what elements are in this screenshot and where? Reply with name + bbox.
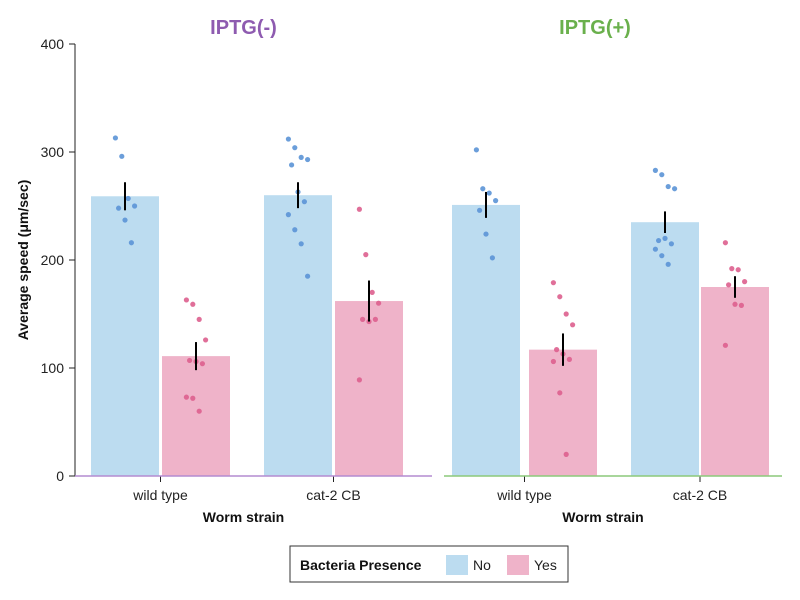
data-point — [187, 357, 193, 364]
bar — [701, 287, 769, 476]
data-point — [119, 153, 125, 159]
data-point — [183, 394, 189, 400]
data-point — [672, 186, 678, 192]
legend-title: Bacteria Presence — [300, 557, 422, 573]
legend-swatch — [446, 555, 468, 575]
data-point — [652, 246, 659, 252]
y-tick-label: 300 — [41, 144, 65, 160]
data-point — [550, 358, 557, 365]
data-point — [563, 311, 569, 317]
data-point — [372, 316, 378, 322]
data-point — [376, 300, 382, 306]
data-point — [665, 261, 671, 267]
data-point — [289, 162, 295, 168]
data-point — [473, 147, 479, 153]
data-point — [486, 190, 492, 196]
data-point — [199, 361, 205, 367]
x-axis-label: Worm strain — [203, 509, 284, 525]
data-point — [566, 356, 573, 362]
legend-label: No — [473, 557, 491, 573]
data-point — [125, 195, 131, 202]
panel-title: IPTG(-) — [210, 17, 277, 39]
data-point — [557, 294, 563, 300]
bar — [631, 222, 699, 476]
x-tick-label: wild type — [496, 487, 552, 503]
data-point — [183, 297, 189, 303]
bar — [335, 301, 403, 476]
data-point — [298, 154, 304, 160]
y-tick-label: 100 — [41, 360, 65, 376]
data-point — [190, 395, 196, 401]
data-point — [301, 199, 307, 205]
x-tick-label: cat-2 CB — [306, 487, 360, 503]
data-point — [563, 451, 569, 457]
data-point — [128, 240, 134, 246]
data-point — [292, 227, 298, 233]
data-point — [196, 408, 202, 414]
bar — [452, 204, 520, 477]
data-point — [356, 377, 362, 383]
data-point — [477, 207, 483, 213]
data-point — [285, 212, 291, 218]
data-point — [659, 253, 665, 259]
y-tick-label: 200 — [41, 252, 65, 268]
y-tick-label: 400 — [41, 36, 65, 52]
data-point — [356, 206, 362, 212]
x-tick-label: cat-2 CB — [673, 487, 727, 503]
x-axis-label: Worm strain — [562, 509, 643, 525]
data-point — [116, 205, 122, 211]
bar — [91, 196, 159, 476]
data-point — [305, 273, 311, 279]
data-point — [557, 390, 563, 396]
data-point — [132, 203, 138, 209]
data-point — [554, 347, 560, 353]
data-point — [196, 316, 202, 322]
data-point — [112, 135, 118, 141]
panel-title: IPTG(+) — [559, 17, 631, 39]
bar — [529, 349, 597, 476]
data-point — [285, 136, 291, 142]
data-point — [668, 241, 675, 247]
data-point — [489, 255, 495, 261]
data-point — [480, 186, 486, 192]
data-point — [732, 301, 738, 307]
data-point — [665, 183, 671, 190]
data-point — [292, 145, 298, 151]
data-point — [305, 156, 311, 163]
data-point — [722, 240, 729, 246]
data-point — [652, 167, 659, 173]
data-point — [363, 252, 369, 258]
data-point — [493, 198, 499, 204]
bar — [162, 356, 230, 476]
data-point — [122, 217, 128, 223]
data-point — [742, 279, 748, 285]
data-point — [738, 302, 745, 308]
data-point — [298, 241, 304, 247]
data-point — [659, 172, 665, 178]
data-point — [735, 267, 741, 273]
y-axis-label: Average speed (μm/sec) — [15, 180, 31, 341]
y-tick-label: 0 — [56, 468, 64, 484]
data-point — [203, 337, 209, 343]
data-point — [722, 342, 729, 348]
data-point — [656, 237, 662, 244]
data-point — [550, 280, 557, 286]
data-point — [483, 231, 489, 237]
data-point — [662, 235, 668, 241]
data-point — [570, 322, 576, 328]
data-point — [190, 301, 196, 307]
data-point — [369, 289, 375, 295]
bar — [264, 195, 332, 476]
data-point — [360, 316, 366, 322]
x-tick-label: wild type — [132, 487, 188, 503]
data-point — [729, 266, 735, 272]
legend-swatch — [507, 555, 529, 575]
legend-label: Yes — [534, 557, 557, 573]
data-point — [726, 282, 732, 288]
